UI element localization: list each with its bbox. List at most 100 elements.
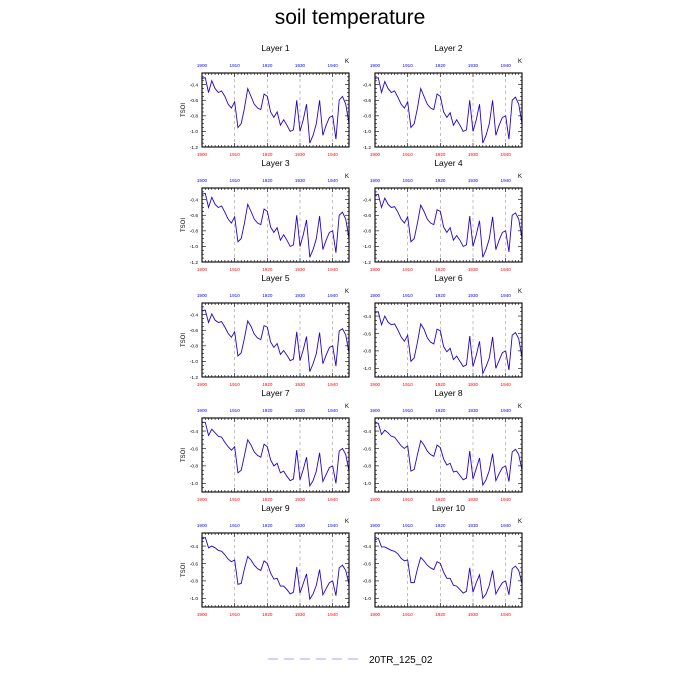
panel-3: Layer 3 K 1900 1900 1910 1910 1920 1920 1930 1930… xyxy=(181,158,350,272)
x-tick-label-bottom: 1910 xyxy=(230,497,241,502)
x-tick-label-top: 1900 xyxy=(197,63,208,68)
y-tick-label: -0.6 xyxy=(363,213,372,219)
y-tick-label: -0.4 xyxy=(190,312,199,318)
y-tick-label: -1.0 xyxy=(190,481,199,487)
x-tick-label-top: 1930 xyxy=(295,523,306,528)
plot-frame xyxy=(201,417,350,493)
x-tick-label-top: 1910 xyxy=(230,523,241,528)
y-tick-label: -0.4 xyxy=(190,197,199,203)
panel-title: Layer 6 xyxy=(434,273,463,283)
series-line xyxy=(202,421,350,488)
x-tick-label-top: 1910 xyxy=(403,408,414,413)
unit-label: K xyxy=(345,404,349,410)
panel-6: Layer 6 K 1900 1900 1910 1910 1920 1920 1930 1930… xyxy=(363,273,523,387)
y-tick-label: -0.6 xyxy=(363,561,372,567)
x-tick-label-bottom: 1910 xyxy=(230,152,241,157)
y-tick-label: -0.4 xyxy=(190,82,199,88)
x-tick-label-top: 1900 xyxy=(370,293,381,298)
x-tick-label-top: 1930 xyxy=(468,408,479,413)
x-tick-label-bottom: 1940 xyxy=(501,497,512,502)
y-tick-label: -1.0 xyxy=(190,244,199,250)
x-tick-label-top: 1920 xyxy=(435,408,446,413)
x-tick-label-bottom: 1920 xyxy=(435,267,446,272)
unit-label: K xyxy=(345,519,349,525)
x-tick-label-top: 1930 xyxy=(468,293,479,298)
x-tick-label-top: 1900 xyxy=(370,63,381,68)
y-tick-label: -1.0 xyxy=(190,129,199,135)
x-tick-label-bottom: 1900 xyxy=(370,497,381,502)
x-tick-label-bottom: 1900 xyxy=(370,612,381,617)
x-tick-label-bottom: 1920 xyxy=(262,497,273,502)
panel-title: Layer 8 xyxy=(434,388,463,398)
plot-frame xyxy=(374,302,523,378)
y-tick-label: -0.6 xyxy=(363,331,372,337)
panel-4: Layer 4 K 1900 1900 1910 1910 1920 1920 1930 1930… xyxy=(363,158,523,272)
x-tick-label-bottom: 1910 xyxy=(403,152,414,157)
y-tick-label: -0.4 xyxy=(190,429,199,435)
x-tick-label-bottom: 1920 xyxy=(262,267,273,272)
x-tick-label-top: 1910 xyxy=(230,63,241,68)
panel-10: Layer 10 K 1900 1900 1910 1910 1920 1920 1930 193… xyxy=(363,503,523,617)
unit-label: K xyxy=(518,174,522,180)
series-line xyxy=(201,192,350,258)
x-tick-label-top: 1910 xyxy=(230,178,241,183)
figure-title: soil temperature xyxy=(274,6,426,29)
x-tick-label-bottom: 1930 xyxy=(295,152,306,157)
y-tick-label: -0.8 xyxy=(363,114,372,120)
x-tick-label-bottom: 1940 xyxy=(328,382,339,387)
x-tick-label-bottom: 1930 xyxy=(468,382,479,387)
x-tick-label-bottom: 1900 xyxy=(197,382,208,387)
y-tick-label: -0.4 xyxy=(363,197,372,203)
x-tick-label-top: 1930 xyxy=(295,293,306,298)
series-line xyxy=(375,422,523,487)
x-tick-label-top: 1900 xyxy=(370,178,381,183)
unit-label: K xyxy=(518,289,522,295)
x-tick-label-top: 1940 xyxy=(328,293,339,298)
x-tick-label-bottom: 1930 xyxy=(468,497,479,502)
x-tick-label-top: 1920 xyxy=(435,293,446,298)
plot-frame xyxy=(374,532,523,608)
panel-7: Layer 7 K 1900 1900 1910 1910 1920 1920 1930 1930… xyxy=(181,388,350,502)
y-tick-label: -0.6 xyxy=(363,98,372,104)
x-tick-label-top: 1940 xyxy=(328,523,339,528)
y-tick-label: -1.2 xyxy=(190,145,199,151)
y-tick-label: -0.6 xyxy=(190,213,199,219)
panel-title: Layer 7 xyxy=(261,388,290,398)
x-tick-label-top: 1930 xyxy=(468,523,479,528)
x-tick-label-bottom: 1900 xyxy=(197,497,208,502)
y-tick-label: -1.2 xyxy=(363,145,372,151)
x-tick-label-top: 1940 xyxy=(328,178,339,183)
unit-label: K xyxy=(345,59,349,65)
x-tick-label-top: 1900 xyxy=(197,178,208,183)
y-tick-label: -0.6 xyxy=(190,98,199,104)
x-tick-label-top: 1920 xyxy=(262,63,273,68)
y-tick-label: -0.8 xyxy=(363,464,372,470)
y-tick-label: -0.8 xyxy=(190,464,199,470)
y-tick-label: -0.6 xyxy=(190,446,199,452)
y-tick-label: -0.6 xyxy=(190,328,199,334)
x-tick-label-bottom: 1940 xyxy=(328,497,339,502)
x-tick-label-top: 1920 xyxy=(262,293,273,298)
unit-label: K xyxy=(345,289,349,295)
series-line xyxy=(374,537,523,600)
x-tick-label-top: 1900 xyxy=(197,293,208,298)
y-tick-label: -1.0 xyxy=(363,481,372,487)
y-tick-label: -1.2 xyxy=(190,375,199,381)
x-tick-label-top: 1930 xyxy=(468,63,479,68)
y-tick-label: -0.8 xyxy=(363,579,372,585)
y-tick-label: -0.8 xyxy=(190,579,199,585)
x-tick-label-bottom: 1940 xyxy=(501,382,512,387)
x-tick-label-top: 1910 xyxy=(403,63,414,68)
plot-frame xyxy=(374,187,523,263)
x-tick-label-bottom: 1920 xyxy=(435,152,446,157)
x-tick-label-bottom: 1920 xyxy=(262,612,273,617)
panel-title: Layer 3 xyxy=(261,158,290,168)
plot-frame xyxy=(374,417,523,493)
x-tick-label-top: 1930 xyxy=(295,178,306,183)
x-tick-label-bottom: 1940 xyxy=(501,152,512,157)
plot-frame xyxy=(201,532,350,608)
y-axis-label: TSOI xyxy=(181,218,187,232)
plot-frame xyxy=(201,302,350,378)
plot-frame xyxy=(374,72,523,148)
series-line xyxy=(201,77,350,144)
